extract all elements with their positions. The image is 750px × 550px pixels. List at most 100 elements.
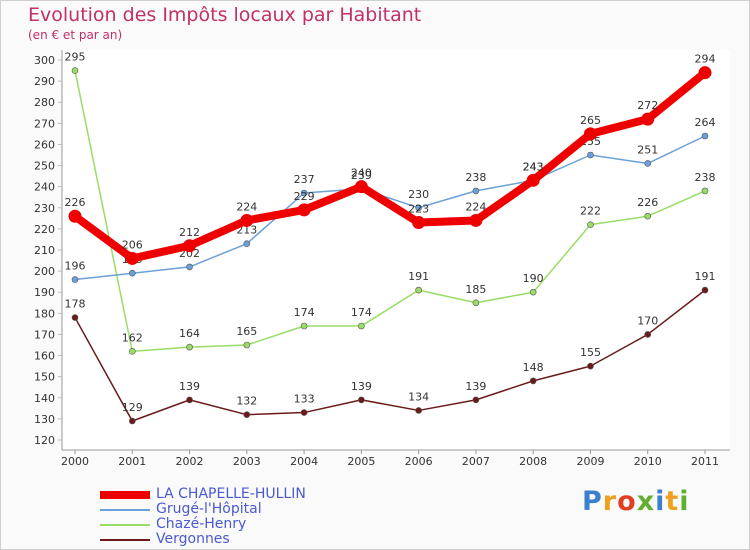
data-point-chaz-henry-2000 [71,67,79,74]
data-point-vergonnes-2010 [644,331,652,338]
data-label-la-chapelle-hullin-2003: 224 [236,200,257,213]
data-label-la-chapelle-hullin-2004: 229 [294,190,315,203]
data-point-chaz-henry-2005 [358,322,365,330]
legend-swatch-vergonnes [100,538,150,541]
y-tick-label-140: 140 [34,392,55,405]
data-label-chaz-henry-2008: 190 [523,272,544,285]
data-label-vergonnes-2008: 148 [523,361,544,374]
series-line-vergonnes [74,289,706,422]
data-label-la-chapelle-hullin-2001: 206 [122,238,143,251]
y-tick-label-130: 130 [34,413,55,426]
data-point-chaz-henry-2011 [701,187,709,195]
logo-letter-7: i [679,486,690,517]
data-point-vergonnes-2009 [587,362,594,370]
y-tick-label-160: 160 [34,350,55,363]
data-point-vergonnes-2007 [472,396,480,404]
data-label-vergonnes-2007: 139 [465,380,486,393]
chart-subtitle: (en € et par an) [28,28,123,42]
data-label-la-chapelle-hullin-2007: 224 [465,200,486,213]
legend-label-chaze-henry: Chazé-Henry [156,516,247,532]
data-label-vergonnes-2002: 139 [179,380,200,393]
x-tick-label-2008: 2008 [519,455,547,468]
legend-swatch-la-chapelle-hullin [100,490,150,499]
y-tick-label-290: 290 [34,75,55,88]
data-label-chaz-henry-2011: 238 [695,171,716,184]
data-point-vergonnes-2008 [529,377,537,385]
data-point-la-chapelle-hullin-2000 [68,209,82,223]
series-line-chaz-henry [74,69,706,353]
logo-letter-1: P [582,486,603,517]
legend-item-chaze-henry: Chazé-Henry [100,516,306,532]
data-point-la-chapelle-hullin-2002 [183,239,197,253]
data-point-grug-l-h-pital-2003 [243,240,251,247]
data-label-chaz-henry-2010: 226 [637,196,658,209]
data-label-vergonnes-2000: 178 [65,298,86,311]
legend-label-la-chapelle-hullin: LA CHAPELLE-HULLIN [156,486,306,502]
data-label-chaz-henry-2003: 165 [236,325,257,338]
data-label-chaz-henry-2009: 222 [580,205,601,218]
data-label-la-chapelle-hullin-2000: 226 [65,196,86,209]
logo-letter-4: x [636,486,656,517]
data-point-chaz-henry-2002 [186,343,193,351]
logo-letter-5: i [655,486,666,517]
legend-item-vergonnes: Vergonnes [100,531,306,547]
y-tick-label-190: 190 [34,286,55,299]
x-tick-label-2002: 2002 [176,455,204,468]
x-tick-label-2009: 2009 [576,455,604,468]
data-label-grug-l-h-pital-2007: 238 [465,171,486,184]
x-tick-label-2000: 2000 [61,455,89,468]
data-point-chaz-henry-2008 [529,288,537,296]
data-label-vergonnes-2011: 191 [695,270,716,283]
data-point-vergonnes-2001 [128,417,136,425]
data-point-chaz-henry-2010 [644,212,652,220]
data-point-la-chapelle-hullin-2005 [354,180,368,194]
data-point-la-chapelle-hullin-2009 [583,127,597,141]
data-label-la-chapelle-hullin-2010: 272 [637,99,658,112]
data-label-chaz-henry-2005: 174 [351,306,372,319]
y-tick-label-200: 200 [34,265,55,278]
data-label-chaz-henry-2000: 295 [65,51,86,64]
legend-item-la-chapelle-hullin: LA CHAPELLE-HULLIN [100,486,306,502]
logo-letter-2: r [602,486,618,517]
data-label-grug-l-h-pital-2004: 237 [294,173,315,186]
data-point-la-chapelle-hullin-2006 [412,216,426,230]
data-label-chaz-henry-2002: 164 [179,327,200,340]
y-tick-label-220: 220 [34,223,55,236]
data-label-chaz-henry-2001: 162 [122,331,143,344]
data-point-la-chapelle-hullin-2008 [526,173,540,187]
data-label-grug-l-h-pital-2010: 251 [637,143,658,156]
data-label-vergonnes-2006: 134 [408,390,429,403]
data-label-la-chapelle-hullin-2011: 294 [695,53,716,66]
data-point-vergonnes-2005 [358,396,365,404]
data-point-grug-l-h-pital-2011 [701,132,709,140]
data-point-chaz-henry-2007 [472,299,480,307]
data-label-grug-l-h-pital-2000: 196 [65,260,86,273]
data-label-vergonnes-2003: 132 [236,395,257,408]
y-tick-label-170: 170 [34,328,55,341]
data-label-la-chapelle-hullin-2002: 212 [179,226,200,239]
data-point-chaz-henry-2001 [128,348,136,355]
data-point-chaz-henry-2009 [587,221,594,228]
data-label-chaz-henry-2006: 191 [408,270,429,283]
y-tick-label-120: 120 [34,434,55,447]
data-point-grug-l-h-pital-2009 [587,151,594,159]
legend-item-gruge-l-hopital: Grugé-l'Hôpital [100,501,306,517]
data-point-grug-l-h-pital-2000 [71,276,79,283]
data-label-grug-l-h-pital-2006: 230 [408,188,429,201]
data-point-vergonnes-2011 [701,286,709,294]
legend-swatch-chaze-henry [100,523,150,526]
data-point-vergonnes-2004 [300,409,308,416]
data-label-vergonnes-2005: 139 [351,380,372,393]
data-point-la-chapelle-hullin-2004 [297,203,311,217]
x-tick-label-2005: 2005 [347,455,375,468]
logo-letter-3: o [617,486,637,517]
legend-swatch-gruge-l-hopital [100,508,150,511]
legend-label-vergonnes: Vergonnes [156,531,230,547]
data-point-grug-l-h-pital-2002 [186,263,193,271]
data-point-la-chapelle-hullin-2010 [641,112,655,126]
data-label-vergonnes-2001: 129 [122,401,143,414]
data-point-vergonnes-2006 [415,407,422,414]
y-tick-label-250: 250 [34,160,55,173]
data-label-la-chapelle-hullin-2009: 265 [580,114,601,127]
